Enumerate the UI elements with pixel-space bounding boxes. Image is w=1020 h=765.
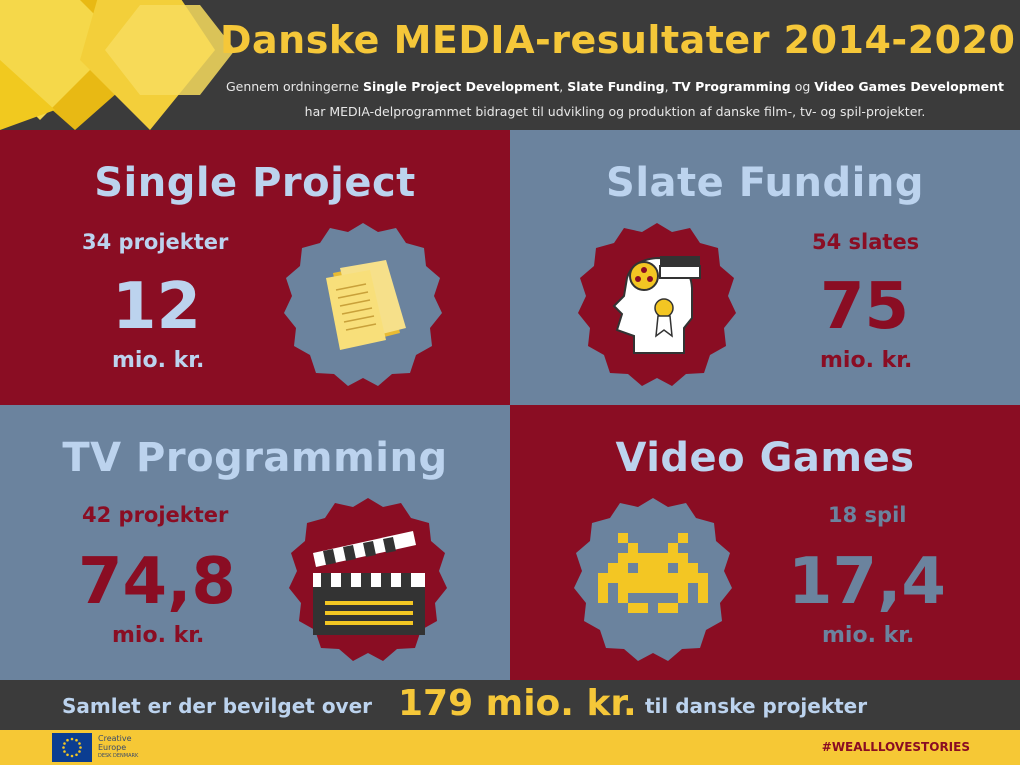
- panel-amount: 17,4: [788, 545, 946, 619]
- panel-video-games: Video Games 18 spil 17,4 mio. kr.: [510, 405, 1020, 680]
- clapperboard-icon: [289, 498, 447, 661]
- panel-title: Single Project: [94, 160, 416, 206]
- documents-icon: [284, 223, 442, 386]
- panel-title: Video Games: [615, 435, 915, 481]
- panel-unit: mio. kr.: [820, 348, 913, 373]
- panel-count: 34 projekter: [82, 230, 229, 254]
- panel-slate-funding: Slate Funding 54 slates 75 mio. kr.: [510, 130, 1020, 405]
- summary-bar: Samlet er der bevilget over 179 mio. kr.…: [0, 680, 1020, 730]
- creative-europe-text: Creative Europe DESK DENMARK: [98, 734, 139, 759]
- yellow-diamonds-decoration: [0, 0, 235, 130]
- panel-count: 54 slates: [812, 230, 920, 254]
- summary-prefix: Samlet er der bevilget over: [62, 694, 373, 718]
- page-subtitle: Gennem ordningerne Single Project Develo…: [225, 79, 1005, 119]
- film-head-icon: [578, 223, 736, 386]
- panel-title: Slate Funding: [606, 160, 924, 206]
- panel-unit: mio. kr.: [112, 623, 205, 648]
- summary-suffix: til danske projekter: [645, 694, 868, 718]
- eu-flag-icon: [52, 733, 92, 762]
- header: Danske MEDIA-resultater 2014-2020 Gennem…: [0, 0, 1020, 130]
- panel-single-project: Single Project 34 projekter 12 mio. kr.: [0, 130, 510, 405]
- space-invader-icon: [574, 498, 732, 661]
- panel-unit: mio. kr.: [822, 623, 915, 648]
- panel-title: TV Programming: [62, 435, 448, 481]
- panel-amount: 74,8: [78, 545, 236, 619]
- footer: Creative Europe DESK DENMARK #WEALLLOVES…: [0, 730, 1020, 765]
- panel-count: 18 spil: [828, 503, 907, 527]
- panel-count: 42 projekter: [82, 503, 229, 527]
- summary-amount: 179 mio. kr.: [398, 683, 637, 724]
- panel-amount: 75: [820, 270, 910, 344]
- panel-amount: 12: [112, 270, 202, 344]
- panel-tv-programming: TV Programming 42 projekter 74,8 mio. kr…: [0, 405, 510, 680]
- hashtag: #WEALLLOVESTORIES: [821, 740, 970, 754]
- panel-unit: mio. kr.: [112, 348, 205, 373]
- page-title: Danske MEDIA-resultater 2014-2020: [220, 18, 1016, 62]
